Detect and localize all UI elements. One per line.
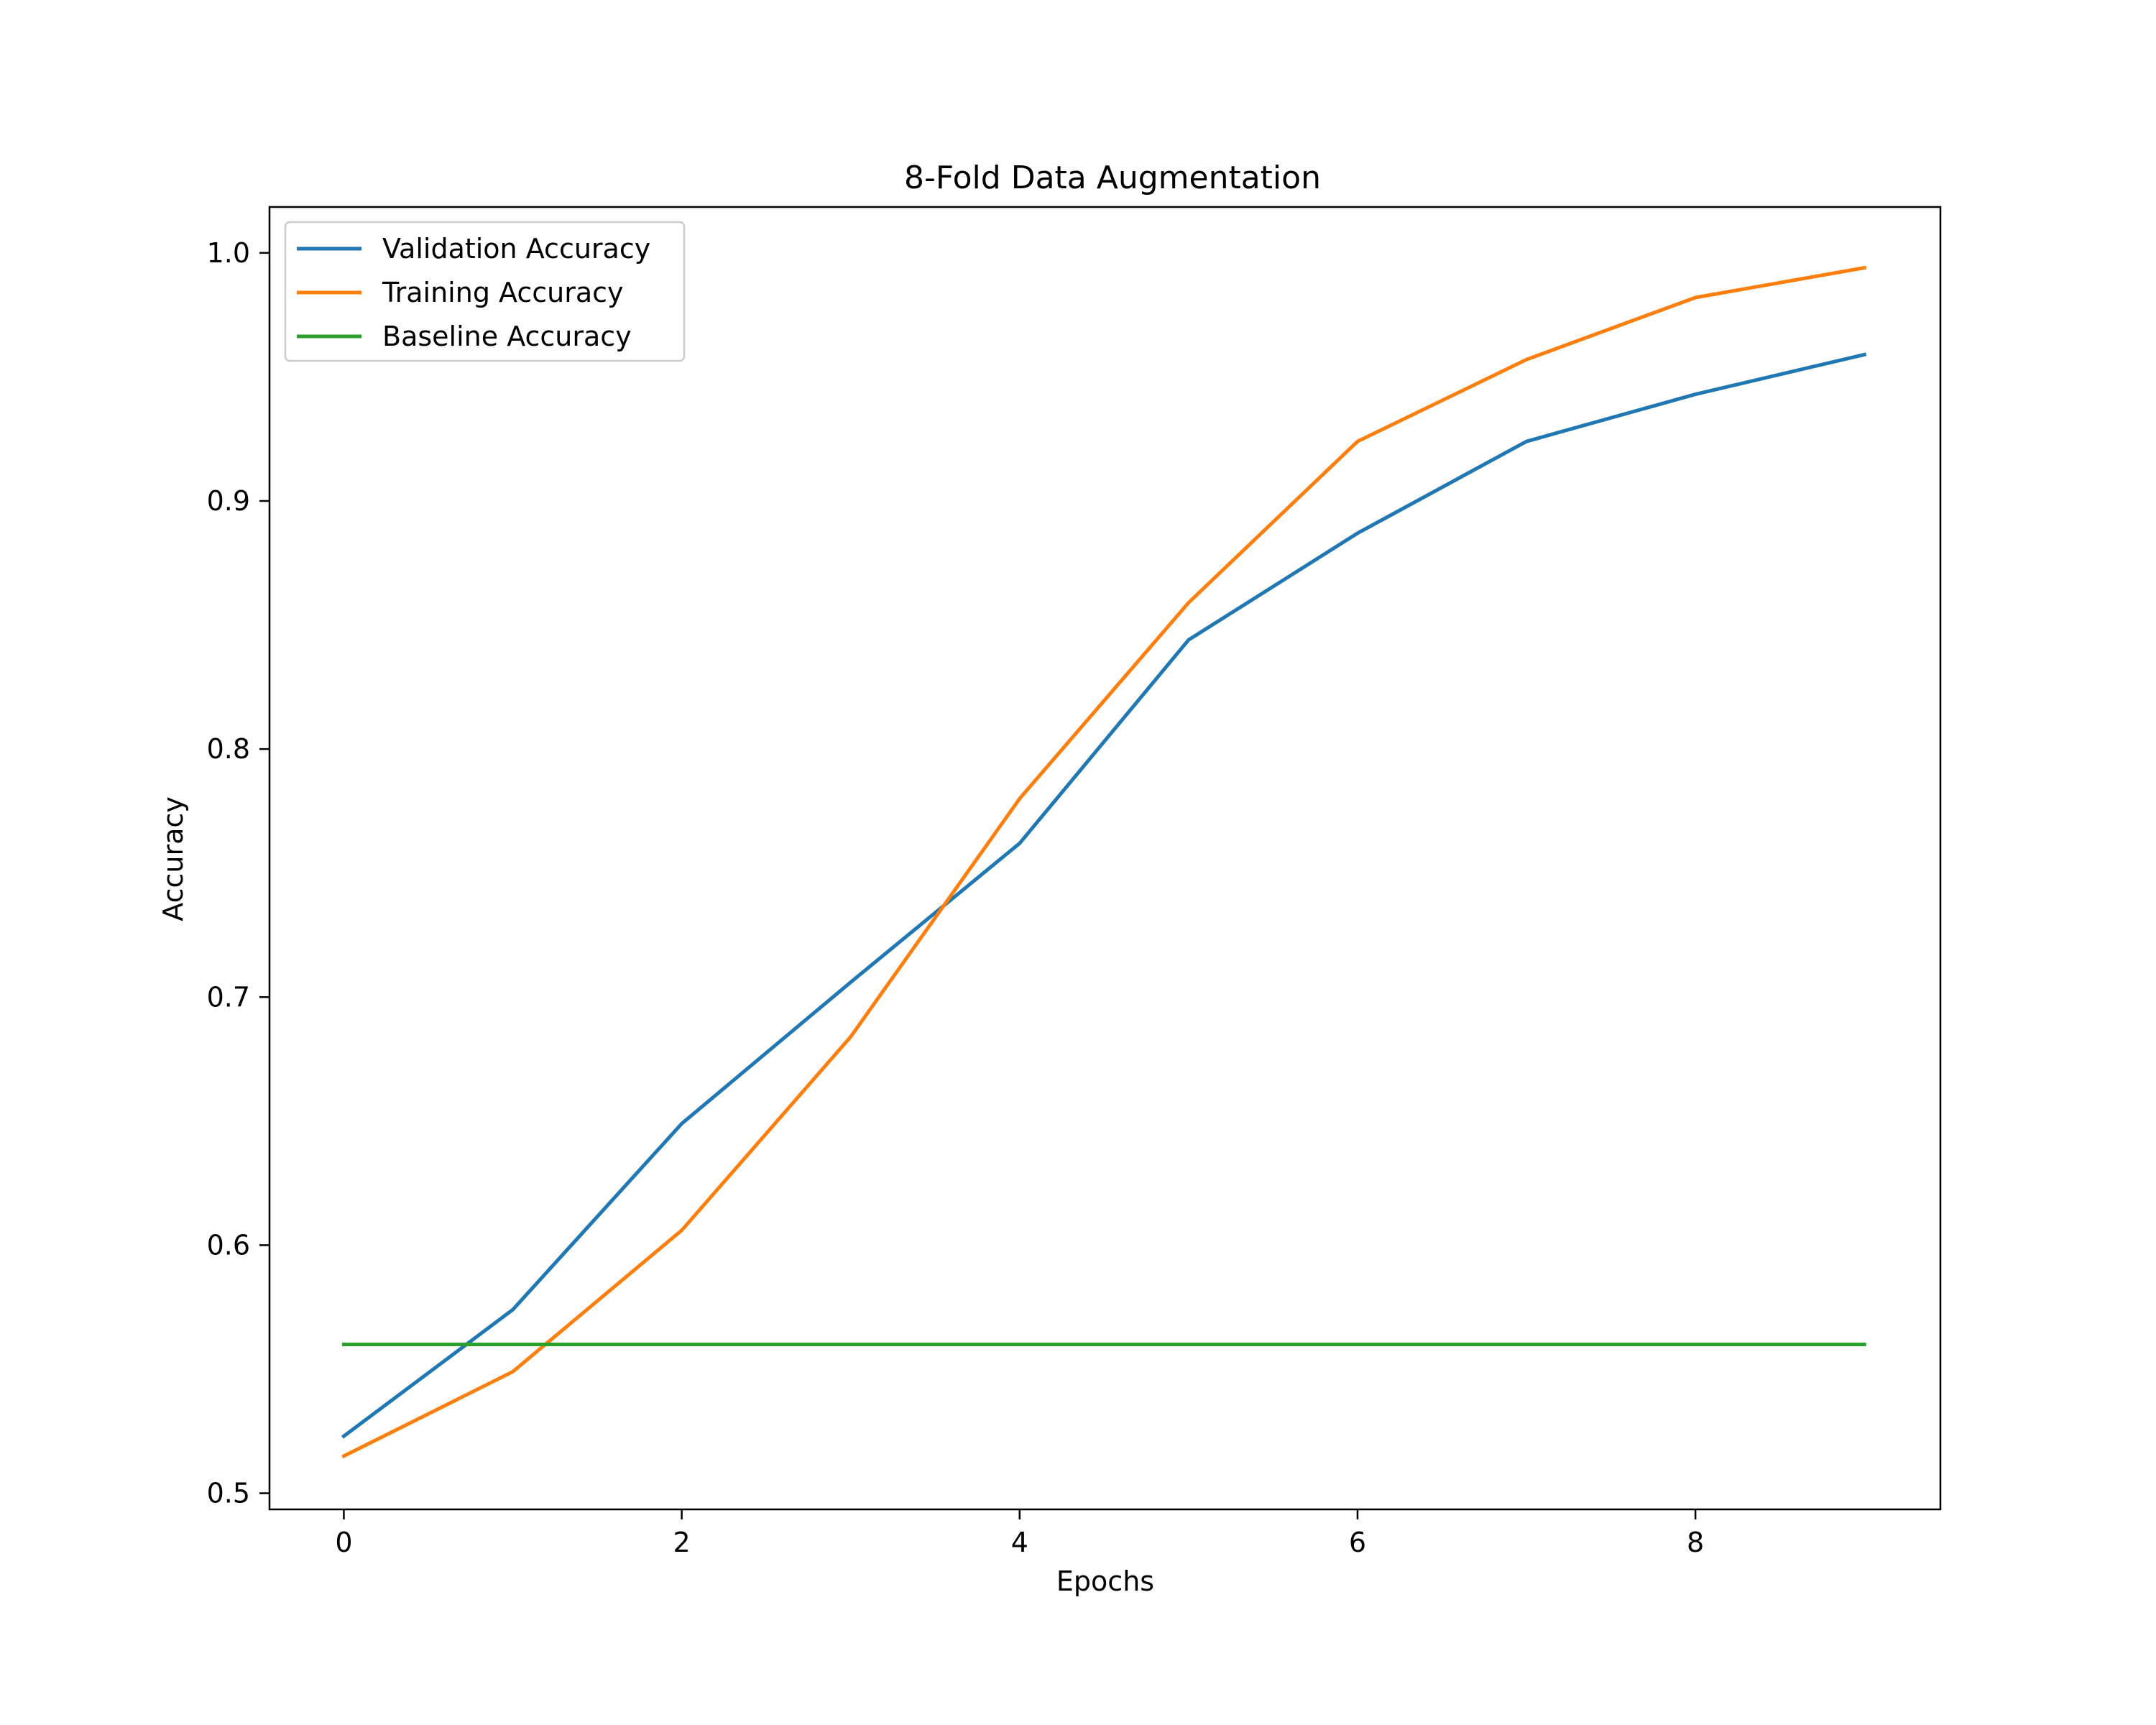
y-tick-label: 0.6: [207, 1229, 250, 1261]
legend-box: [284, 221, 686, 362]
x-tick-label: 8: [1687, 1527, 1704, 1558]
y-tick-label: 0.7: [207, 981, 250, 1013]
legend: Validation Accuracy Training Accuracy Base…: [284, 221, 686, 362]
x-tick-label: 6: [1349, 1527, 1366, 1558]
ticks-layer: 0 2 4 6 8 0.5 0.6 0.7 0.8 0.9 1.0: [207, 237, 1705, 1558]
y-tick-label: 0.8: [207, 733, 250, 765]
series-line-training-accuracy: [341, 265, 1867, 1459]
plot-area-frame: [268, 206, 1942, 1511]
y-tick-label: 0.9: [207, 485, 250, 517]
y-axis-label: Accuracy: [157, 796, 189, 921]
series-layer: [341, 265, 1867, 1459]
x-tick-label: 4: [1011, 1527, 1028, 1558]
x-tick-label: 0: [335, 1527, 352, 1558]
y-tick-label: 1.0: [207, 237, 250, 269]
y-tick-label: 0.5: [207, 1478, 250, 1509]
x-tick-label: 2: [673, 1527, 691, 1558]
x-axis-label: Epochs: [1056, 1565, 1154, 1597]
legend-label: Validation Accuracy: [382, 233, 650, 264]
legend-label: Training Accuracy: [382, 277, 624, 308]
series-line-validation-accuracy: [341, 352, 1867, 1439]
legend-label: Baseline Accuracy: [382, 321, 632, 352]
chart-title: 8-Fold Data Augmentation: [904, 160, 1321, 196]
